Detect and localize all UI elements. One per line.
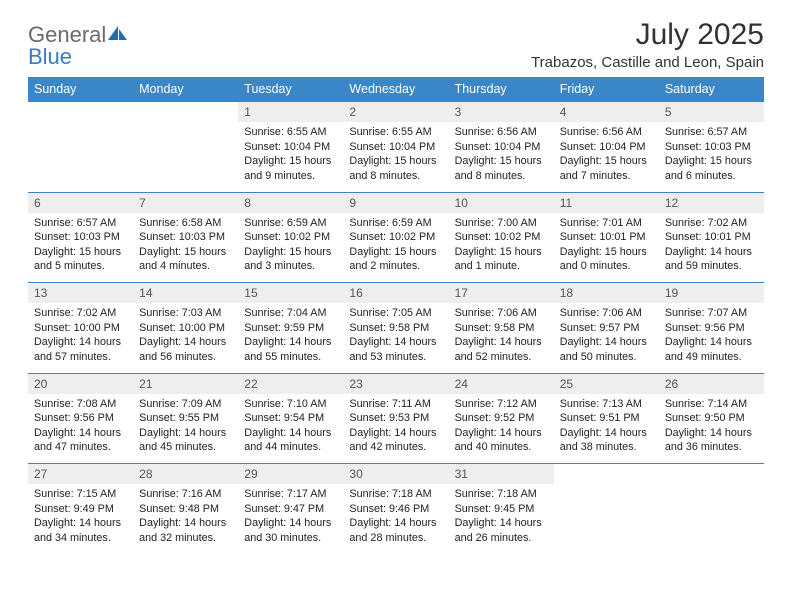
day-cell: Sunrise: 7:10 AMSunset: 9:54 PMDaylight:… <box>238 394 343 464</box>
day-cell: Sunrise: 7:02 AMSunset: 10:00 PMDaylight… <box>28 303 133 373</box>
daynum-row: 20212223242526 <box>28 373 764 394</box>
day-number: 29 <box>238 464 343 485</box>
info-row: Sunrise: 7:02 AMSunset: 10:00 PMDaylight… <box>28 303 764 373</box>
day-number: 23 <box>343 373 448 394</box>
day-number: 5 <box>659 102 764 123</box>
day-number: 11 <box>554 192 659 213</box>
day-number: 14 <box>133 283 238 304</box>
header: GeneralBlue July 2025 Trabazos, Castille… <box>28 18 764 71</box>
month-title: July 2025 <box>531 18 764 52</box>
day-cell: Sunrise: 7:16 AMSunset: 9:48 PMDaylight:… <box>133 484 238 554</box>
daynum-row: 2728293031 <box>28 464 764 485</box>
day-number: 27 <box>28 464 133 485</box>
day-number: 4 <box>554 102 659 123</box>
logo: GeneralBlue <box>28 18 128 68</box>
col-monday: Monday <box>133 77 238 102</box>
weekday-header-row: Sunday Monday Tuesday Wednesday Thursday… <box>28 77 764 102</box>
title-block: July 2025 Trabazos, Castille and Leon, S… <box>531 18 764 71</box>
day-number: 6 <box>28 192 133 213</box>
day-number: 19 <box>659 283 764 304</box>
day-number: 8 <box>238 192 343 213</box>
day-number <box>554 464 659 485</box>
day-cell: Sunrise: 6:56 AMSunset: 10:04 PMDaylight… <box>449 122 554 192</box>
day-cell: Sunrise: 7:01 AMSunset: 10:01 PMDaylight… <box>554 213 659 283</box>
day-number: 25 <box>554 373 659 394</box>
day-cell: Sunrise: 7:06 AMSunset: 9:57 PMDaylight:… <box>554 303 659 373</box>
info-row: Sunrise: 6:57 AMSunset: 10:03 PMDaylight… <box>28 213 764 283</box>
day-cell: Sunrise: 7:05 AMSunset: 9:58 PMDaylight:… <box>343 303 448 373</box>
calendar-body: 12345Sunrise: 6:55 AMSunset: 10:04 PMDay… <box>28 102 764 555</box>
day-cell: Sunrise: 7:07 AMSunset: 9:56 PMDaylight:… <box>659 303 764 373</box>
day-cell: Sunrise: 7:18 AMSunset: 9:46 PMDaylight:… <box>343 484 448 554</box>
day-cell: Sunrise: 7:14 AMSunset: 9:50 PMDaylight:… <box>659 394 764 464</box>
day-number: 9 <box>343 192 448 213</box>
info-row: Sunrise: 7:15 AMSunset: 9:49 PMDaylight:… <box>28 484 764 554</box>
day-number: 17 <box>449 283 554 304</box>
logo-text: GeneralBlue <box>28 24 128 68</box>
logo-text-2: Blue <box>28 44 72 69</box>
day-cell: Sunrise: 7:00 AMSunset: 10:02 PMDaylight… <box>449 213 554 283</box>
daynum-row: 13141516171819 <box>28 283 764 304</box>
day-cell: Sunrise: 6:59 AMSunset: 10:02 PMDaylight… <box>343 213 448 283</box>
day-number <box>133 102 238 123</box>
col-sunday: Sunday <box>28 77 133 102</box>
day-number: 16 <box>343 283 448 304</box>
day-number: 21 <box>133 373 238 394</box>
day-number: 26 <box>659 373 764 394</box>
col-tuesday: Tuesday <box>238 77 343 102</box>
day-cell: Sunrise: 7:02 AMSunset: 10:01 PMDaylight… <box>659 213 764 283</box>
day-cell: Sunrise: 7:12 AMSunset: 9:52 PMDaylight:… <box>449 394 554 464</box>
day-number: 1 <box>238 102 343 123</box>
day-cell <box>133 122 238 192</box>
day-number: 30 <box>343 464 448 485</box>
day-cell <box>659 484 764 554</box>
day-cell: Sunrise: 7:15 AMSunset: 9:49 PMDaylight:… <box>28 484 133 554</box>
col-wednesday: Wednesday <box>343 77 448 102</box>
day-cell <box>28 122 133 192</box>
day-number: 22 <box>238 373 343 394</box>
day-number: 18 <box>554 283 659 304</box>
col-thursday: Thursday <box>449 77 554 102</box>
sail-icon <box>106 24 128 46</box>
col-saturday: Saturday <box>659 77 764 102</box>
day-cell: Sunrise: 7:08 AMSunset: 9:56 PMDaylight:… <box>28 394 133 464</box>
day-cell: Sunrise: 7:17 AMSunset: 9:47 PMDaylight:… <box>238 484 343 554</box>
day-cell: Sunrise: 7:09 AMSunset: 9:55 PMDaylight:… <box>133 394 238 464</box>
daynum-row: 6789101112 <box>28 192 764 213</box>
day-number: 31 <box>449 464 554 485</box>
day-cell: Sunrise: 7:06 AMSunset: 9:58 PMDaylight:… <box>449 303 554 373</box>
day-number: 28 <box>133 464 238 485</box>
location: Trabazos, Castille and Leon, Spain <box>531 54 764 71</box>
calendar-page: GeneralBlue July 2025 Trabazos, Castille… <box>0 0 792 566</box>
day-number: 20 <box>28 373 133 394</box>
day-cell: Sunrise: 6:55 AMSunset: 10:04 PMDaylight… <box>238 122 343 192</box>
day-cell: Sunrise: 7:18 AMSunset: 9:45 PMDaylight:… <box>449 484 554 554</box>
day-number: 15 <box>238 283 343 304</box>
day-cell: Sunrise: 7:03 AMSunset: 10:00 PMDaylight… <box>133 303 238 373</box>
day-number <box>659 464 764 485</box>
day-number: 2 <box>343 102 448 123</box>
day-number <box>28 102 133 123</box>
day-number: 24 <box>449 373 554 394</box>
day-number: 7 <box>133 192 238 213</box>
day-number: 12 <box>659 192 764 213</box>
col-friday: Friday <box>554 77 659 102</box>
day-cell: Sunrise: 6:55 AMSunset: 10:04 PMDaylight… <box>343 122 448 192</box>
info-row: Sunrise: 6:55 AMSunset: 10:04 PMDaylight… <box>28 122 764 192</box>
day-cell: Sunrise: 6:57 AMSunset: 10:03 PMDaylight… <box>28 213 133 283</box>
day-cell: Sunrise: 6:59 AMSunset: 10:02 PMDaylight… <box>238 213 343 283</box>
day-number: 3 <box>449 102 554 123</box>
day-cell: Sunrise: 6:57 AMSunset: 10:03 PMDaylight… <box>659 122 764 192</box>
day-number: 13 <box>28 283 133 304</box>
info-row: Sunrise: 7:08 AMSunset: 9:56 PMDaylight:… <box>28 394 764 464</box>
day-cell: Sunrise: 6:58 AMSunset: 10:03 PMDaylight… <box>133 213 238 283</box>
day-cell: Sunrise: 7:04 AMSunset: 9:59 PMDaylight:… <box>238 303 343 373</box>
day-cell: Sunrise: 7:13 AMSunset: 9:51 PMDaylight:… <box>554 394 659 464</box>
day-cell: Sunrise: 6:56 AMSunset: 10:04 PMDaylight… <box>554 122 659 192</box>
day-cell <box>554 484 659 554</box>
day-number: 10 <box>449 192 554 213</box>
calendar-table: Sunday Monday Tuesday Wednesday Thursday… <box>28 77 764 554</box>
day-cell: Sunrise: 7:11 AMSunset: 9:53 PMDaylight:… <box>343 394 448 464</box>
daynum-row: 12345 <box>28 102 764 123</box>
